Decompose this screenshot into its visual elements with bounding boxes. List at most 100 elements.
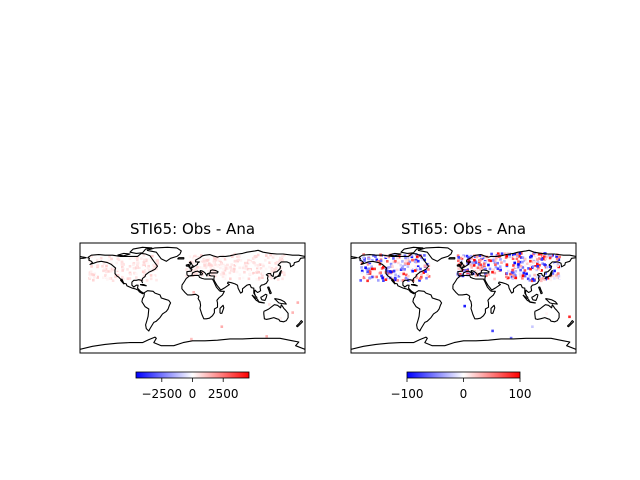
- data-point: [201, 274, 204, 277]
- data-point: [268, 261, 271, 264]
- data-point: [470, 266, 473, 269]
- data-point: [558, 276, 562, 279]
- data-point: [485, 257, 489, 261]
- data-point: [412, 258, 416, 262]
- data-point: [510, 270, 514, 274]
- data-point: [387, 255, 391, 259]
- data-point: [282, 271, 286, 275]
- data-point: [229, 265, 232, 269]
- data-point: [485, 274, 488, 277]
- data-point: [404, 256, 407, 260]
- data-point: [131, 256, 134, 259]
- data-point: [407, 274, 410, 278]
- data-point: [414, 265, 417, 268]
- data-point: [258, 268, 261, 271]
- data-point: [152, 263, 155, 267]
- data-point: [487, 259, 491, 262]
- data-point: [104, 270, 108, 274]
- data-point: [275, 273, 278, 276]
- coastline: [177, 257, 185, 260]
- colorbar-gradient-left: [135, 371, 250, 379]
- coastline: [117, 252, 131, 257]
- data-point: [236, 255, 239, 258]
- data-point: [206, 256, 210, 259]
- data-point: [282, 253, 286, 257]
- data-point: [235, 270, 239, 274]
- data-point: [457, 256, 460, 259]
- data-point: [150, 259, 154, 262]
- data-point: [367, 255, 370, 259]
- data-point: [146, 266, 150, 270]
- data-point: [221, 264, 225, 268]
- data-point: [111, 279, 115, 282]
- data-point: [256, 268, 259, 272]
- data-point: [242, 256, 246, 259]
- data-point: [368, 261, 372, 265]
- data-point: [519, 268, 522, 272]
- data-point: [459, 256, 463, 260]
- coastline: [531, 293, 539, 301]
- data-point: [257, 278, 261, 281]
- data-point: [88, 260, 92, 263]
- data-point: [399, 273, 402, 276]
- data-point: [517, 260, 520, 263]
- data-point: [145, 279, 149, 282]
- data-point: [233, 264, 237, 267]
- data-point: [92, 273, 95, 277]
- data-point: [531, 265, 535, 268]
- data-point: [230, 268, 234, 272]
- data-point: [258, 263, 262, 266]
- data-point: [457, 267, 460, 270]
- data-point: [204, 266, 208, 270]
- data-point: [193, 268, 197, 272]
- data-point: [204, 257, 208, 260]
- data-point: [493, 271, 497, 275]
- data-point: [514, 274, 517, 277]
- data-point: [101, 265, 104, 268]
- data-point: [527, 267, 530, 270]
- data-point: [272, 254, 276, 257]
- data-point: [92, 276, 96, 279]
- data-point: [500, 261, 503, 264]
- data-point: [479, 263, 483, 267]
- data-point: [243, 264, 247, 267]
- data-point: [509, 272, 512, 276]
- data-point: [144, 275, 147, 278]
- data-point: [532, 260, 536, 264]
- coastline: [80, 255, 87, 259]
- data-point: [194, 254, 197, 258]
- data-point: [556, 276, 559, 280]
- data-point: [386, 269, 389, 273]
- data-point: [505, 263, 509, 266]
- data-point: [255, 278, 258, 281]
- data-point: [243, 270, 246, 274]
- data-point: [487, 263, 490, 267]
- data-point: [247, 259, 250, 262]
- coastline: [417, 246, 453, 262]
- data-point: [568, 315, 571, 319]
- data-point: [403, 268, 406, 271]
- data-point: [463, 270, 466, 273]
- data-point: [270, 267, 274, 271]
- panel-title-left: STI65: Obs - Ana: [130, 220, 255, 238]
- data-point: [282, 262, 285, 265]
- coastlines-right: [351, 246, 576, 350]
- data-point: [533, 251, 536, 255]
- data-point: [541, 277, 545, 280]
- data-point: [399, 279, 403, 282]
- data-point: [139, 264, 142, 268]
- data-point: [495, 256, 498, 260]
- data-point: [195, 267, 198, 271]
- data-point: [473, 271, 476, 274]
- data-point: [383, 259, 387, 262]
- data-point: [517, 263, 520, 266]
- data-point: [471, 261, 475, 265]
- data-point: [129, 272, 132, 276]
- coastline: [219, 304, 225, 314]
- data-point: [407, 259, 410, 262]
- data-point: [107, 270, 110, 273]
- data-point: [247, 277, 251, 281]
- data-point: [148, 257, 151, 261]
- data-point: [128, 265, 132, 268]
